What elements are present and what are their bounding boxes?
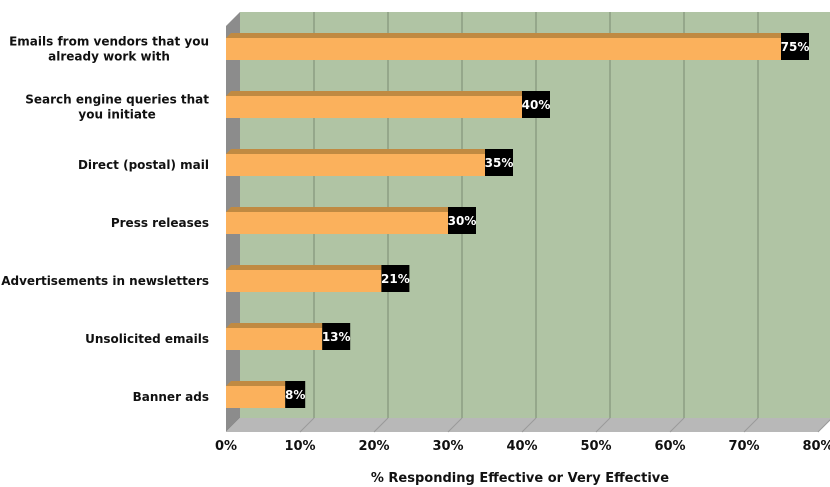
x-tick-label: 30%: [432, 439, 463, 454]
bar-top-face: [226, 91, 527, 96]
bar: [226, 96, 522, 118]
data-label-box: [381, 265, 410, 292]
bar: [226, 328, 323, 350]
bar-top-face: [226, 323, 328, 328]
floor: [226, 418, 830, 432]
floor-gridline: [669, 417, 685, 433]
x-tick-label: 0%: [215, 439, 237, 454]
data-label: 40%: [522, 98, 551, 112]
x-tick-label: 40%: [506, 439, 537, 454]
bar-top-face: [226, 149, 490, 154]
data-label-box: [285, 381, 306, 408]
data-label-box: [781, 33, 809, 60]
bar-top-face: [226, 33, 786, 38]
data-label-box: [322, 323, 351, 350]
bar-top-face: [226, 381, 291, 386]
data-label-box: [448, 207, 476, 234]
floor-gridline: [743, 417, 759, 433]
floor-gridline: [595, 417, 611, 433]
category-label: Direct (postal) mail: [78, 158, 209, 172]
x-tick-label: 80%: [802, 439, 830, 454]
data-label: 30%: [448, 214, 477, 228]
floor-gridline: [299, 417, 315, 433]
x-tick-label: 20%: [358, 439, 389, 454]
x-tick-label: 70%: [728, 439, 759, 454]
floor-gridline: [373, 417, 389, 433]
floor-gridline: [521, 417, 537, 433]
x-tick-label: 50%: [580, 439, 611, 454]
category-label: Unsolicited emails: [85, 332, 209, 346]
data-label: 75%: [781, 40, 810, 54]
bar-top-face: [226, 207, 453, 212]
bar: [226, 212, 448, 234]
data-label: 8%: [285, 388, 305, 402]
floor-gridline: [447, 417, 463, 433]
x-tick-labels: 0% 10% 20% 30% 40% 50% 60% 70% 80%: [215, 439, 830, 454]
data-label-box: [522, 91, 550, 118]
data-label-box: [485, 149, 513, 176]
data-label: 35%: [485, 156, 514, 170]
bars: 75% 40% 35% 30% 21% 13% 8%: [226, 33, 809, 408]
bar: [226, 386, 286, 408]
category-labels: Emails from vendors that you already work…: [1, 35, 209, 405]
x-tick-label: 60%: [654, 439, 685, 454]
data-label: 21%: [381, 272, 410, 286]
category-label: Advertisements in newsletters: [1, 274, 209, 288]
category-label: Press releases: [111, 216, 209, 230]
bar: [226, 38, 781, 60]
bar-top-face: [226, 265, 387, 270]
data-label: 13%: [322, 330, 351, 344]
category-label: Emails from vendors that you already work…: [9, 35, 209, 64]
x-axis-title: % Responding Effective or Very Effective: [371, 471, 669, 486]
bar: [226, 270, 382, 292]
bar: [226, 154, 485, 176]
x-tick-label: 10%: [284, 439, 315, 454]
category-label: Search engine queries that you initiate: [25, 93, 209, 122]
category-label: Banner ads: [133, 390, 209, 404]
